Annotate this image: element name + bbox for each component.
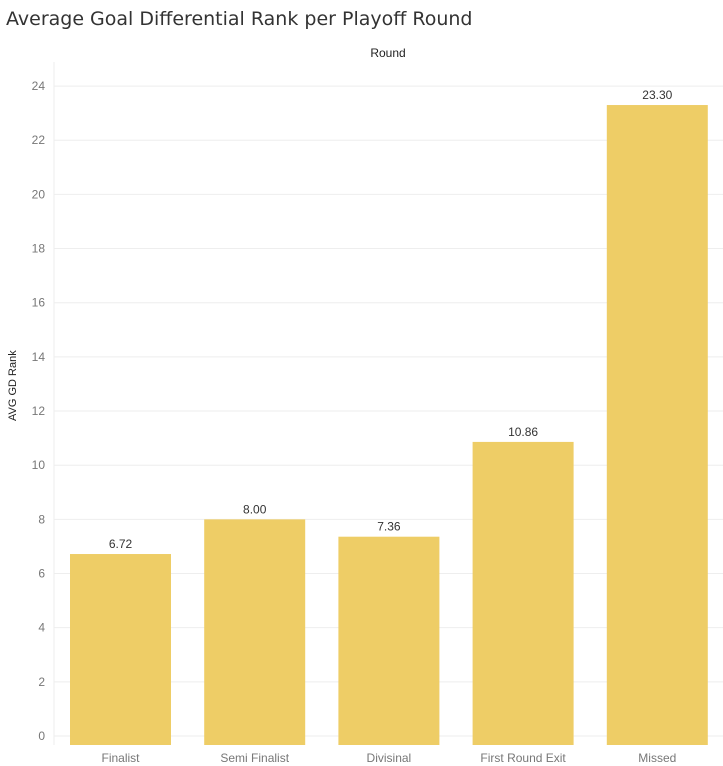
y-tick-label: 22: [32, 133, 46, 147]
y-tick-label: 12: [32, 404, 46, 418]
y-tick-label: 6: [38, 567, 45, 581]
x-axis-header: Round: [370, 46, 406, 60]
bar: [472, 441, 574, 745]
y-tick-label: 18: [32, 242, 46, 256]
x-axis-ticks: Finalist Semi Finalist Divisinal First Roun…: [101, 751, 676, 765]
y-tick-label: 10: [32, 458, 46, 472]
x-tick-label: Divisinal: [367, 751, 412, 765]
bar: [204, 519, 306, 745]
x-tick-label: First Round Exit: [480, 751, 566, 765]
bar: [606, 105, 708, 745]
x-tick-label: Semi Finalist: [220, 751, 289, 765]
x-tick-label: Missed: [638, 751, 676, 765]
chart-title: Average Goal Differential Rank per Playo…: [6, 8, 473, 30]
bar: [70, 554, 171, 745]
bar-value-label: 10.86: [508, 425, 538, 439]
bars: [70, 105, 708, 745]
bar-value-label: 7.36: [377, 520, 401, 534]
y-tick-label: 20: [32, 187, 46, 201]
value-labels: 6.72 8.00 7.36 10.86 23.30: [109, 88, 673, 551]
y-tick-label: 24: [32, 79, 46, 93]
y-tick-label: 4: [38, 621, 45, 635]
bar-value-label: 8.00: [243, 502, 267, 516]
y-tick-label: 8: [38, 512, 45, 526]
x-tick-label: Finalist: [101, 751, 140, 765]
bar: [338, 536, 440, 745]
y-tick-label: 2: [38, 675, 45, 689]
bar-value-label: 6.72: [109, 537, 133, 551]
y-tick-label: 16: [32, 296, 46, 310]
y-tick-label: 0: [38, 729, 45, 743]
bar-value-label: 23.30: [642, 88, 672, 102]
y-tick-label: 14: [32, 350, 46, 364]
